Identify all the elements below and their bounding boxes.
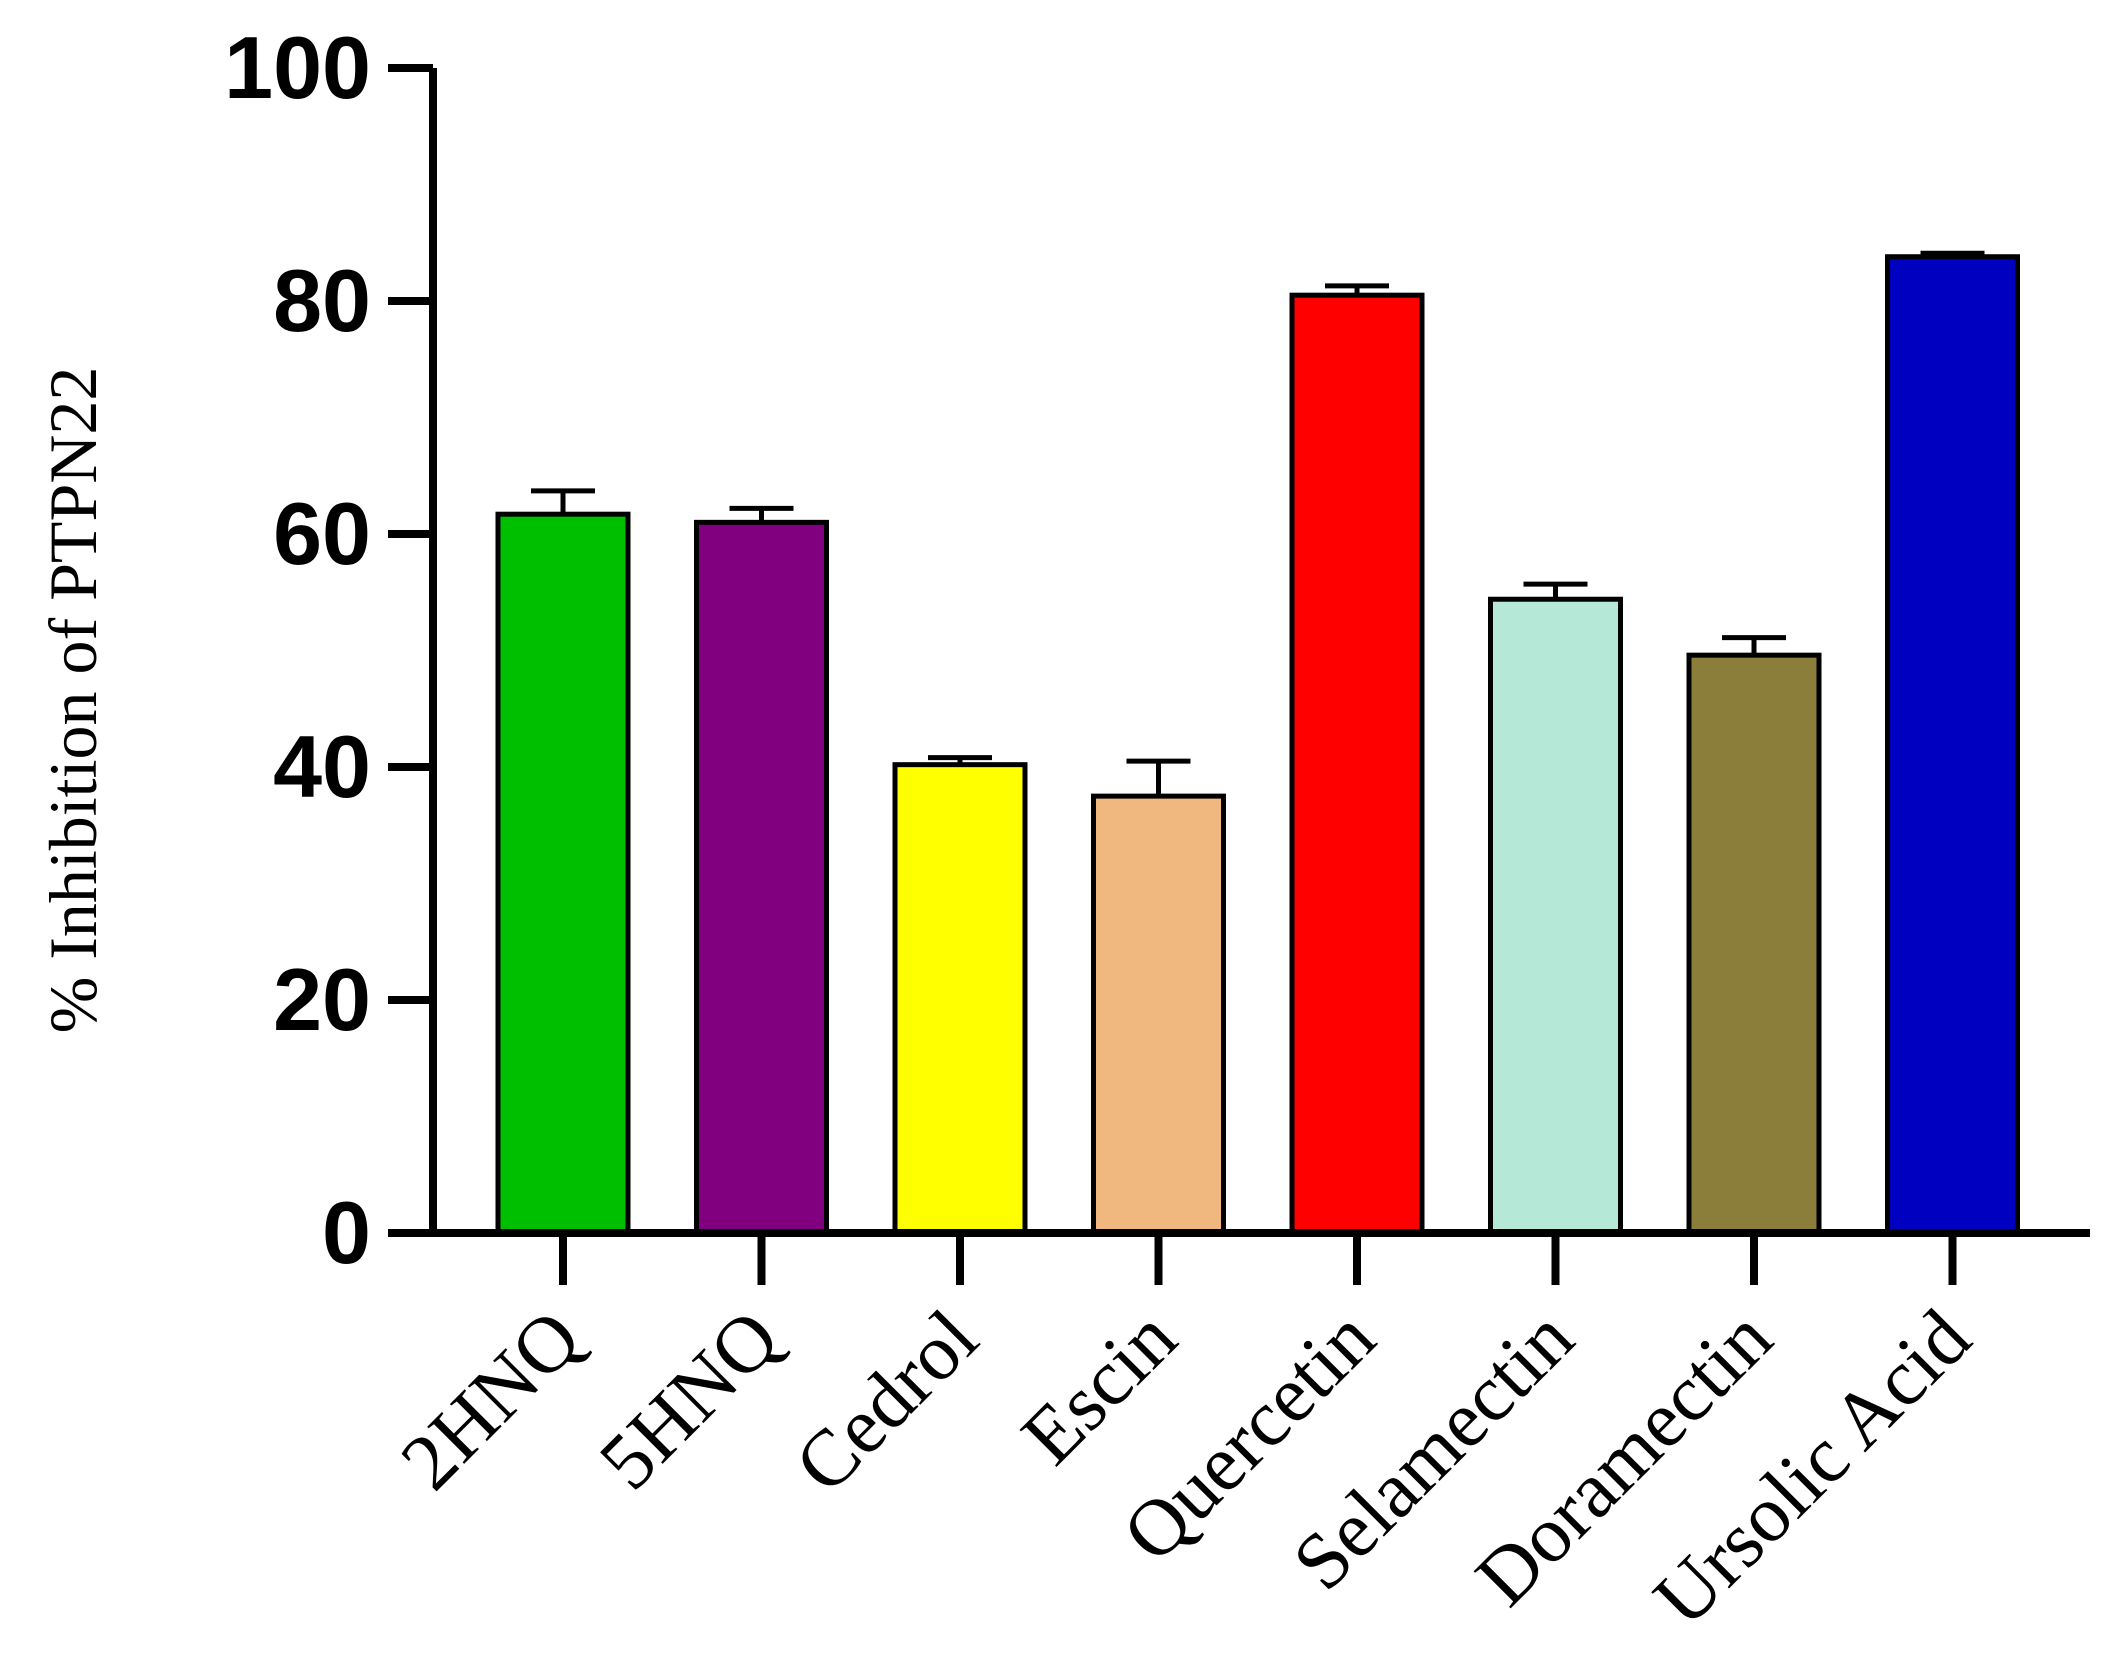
x-tick-label: Escin [1005,1294,1193,1482]
bar-2hnq [495,511,631,1236]
bar-quercetin [1289,292,1425,1236]
bar-doramectin [1686,652,1822,1236]
bar-5hnq [694,519,829,1236]
y-tick-label: 100 [224,18,371,117]
x-tick-label: Cedrol [779,1294,995,1510]
bar-cedrol [892,762,1028,1236]
y-tick-label: 40 [273,717,371,816]
bar-ursolic-acid [1885,254,2020,1236]
y-tick-label: 0 [322,1183,371,1282]
y-axis-title: % Inhibition of PTPN22 [35,367,111,1034]
bar-selamectin [1488,596,1623,1236]
y-tick-label: 20 [273,950,371,1049]
y-tick-label: 60 [273,484,371,583]
bar-escin [1091,793,1226,1236]
x-tick-label: 5HNQ [583,1294,796,1507]
y-tick-label: 80 [273,251,371,350]
x-tick-label: 2HNQ [385,1294,598,1507]
